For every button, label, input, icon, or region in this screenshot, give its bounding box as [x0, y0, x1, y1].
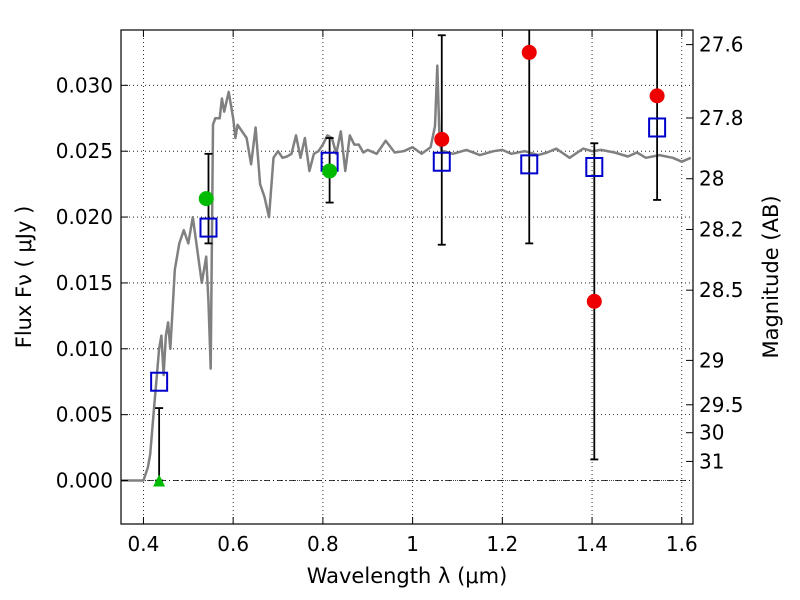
model-spectrum — [121, 64, 692, 482]
right-tick-label: 28.5 — [699, 278, 744, 302]
ticks: 0.4 0.6 0.8 1 1.2 1.4 1.6 0.000 0.005 0.010 0.015 0… — [56, 30, 744, 556]
y-tick-label: 0.010 — [56, 337, 113, 361]
model-spectrum-line — [121, 64, 692, 482]
red-point — [586, 293, 602, 309]
green-triangle — [153, 474, 166, 487]
y-tick-label: 0.030 — [56, 73, 113, 97]
plot-background — [121, 30, 693, 524]
y-tick-label: 0.015 — [56, 271, 113, 295]
square-marker — [199, 217, 218, 238]
y-axis-label: Flux Fν ( μJy ) — [12, 206, 36, 349]
plot-frame — [120, 29, 694, 525]
x-tick-label: 1.4 — [576, 532, 608, 556]
y-tick-label: 0.005 — [56, 403, 113, 427]
red-point — [434, 131, 450, 147]
green-point — [198, 191, 214, 207]
right-y-axis-label: Magnitude (AB) — [759, 195, 783, 358]
right-tick-label: 28.2 — [699, 217, 744, 241]
y-tick-label: 0.000 — [56, 469, 113, 493]
x-tick-label: 0.4 — [128, 532, 160, 556]
right-tick-label: 30 — [699, 421, 724, 445]
x-axis-label: Wavelength λ (μm) — [307, 564, 508, 588]
right-tick-label: 29 — [699, 348, 724, 372]
markers — [150, 44, 667, 487]
y-tick-label: 0.025 — [56, 139, 113, 163]
red-point — [521, 44, 537, 60]
square-marker — [432, 151, 451, 172]
right-tick-label: 29.5 — [699, 393, 744, 417]
square-marker — [585, 157, 604, 178]
right-tick-label: 31 — [699, 449, 724, 473]
y-tick-label: 0.020 — [56, 205, 113, 229]
square-marker — [150, 371, 169, 392]
red-point — [649, 88, 665, 104]
right-tick-label: 27.8 — [699, 106, 744, 130]
square-marker — [648, 117, 667, 138]
x-tick-label: 1.2 — [486, 532, 518, 556]
square-marker — [520, 154, 539, 175]
right-tick-label: 28 — [699, 167, 724, 191]
green-point — [322, 163, 338, 179]
x-tick-label: 1.6 — [666, 532, 698, 556]
right-tick-label: 27.6 — [699, 33, 744, 57]
x-tick-label: 1 — [406, 532, 419, 556]
x-tick-label: 0.8 — [307, 532, 339, 556]
x-tick-label: 0.6 — [217, 532, 249, 556]
